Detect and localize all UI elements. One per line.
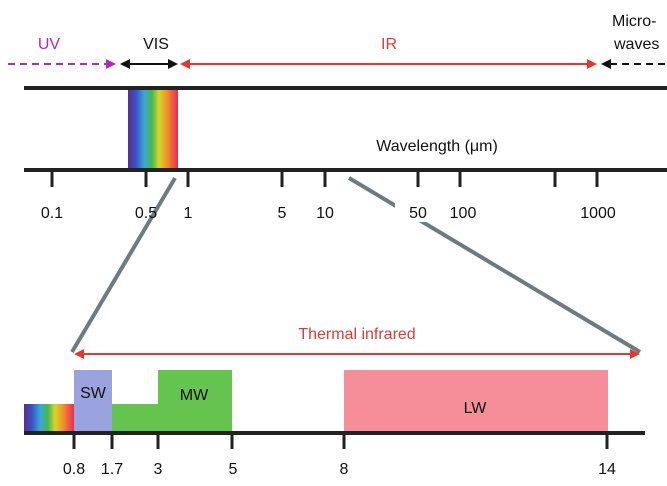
mw-label: MW xyxy=(180,387,209,404)
thermal-infrared-label: Thermal infrared xyxy=(298,326,415,343)
visible-band-small xyxy=(24,404,74,433)
axis-tick-label: 10 xyxy=(316,205,334,222)
sw-label: SW xyxy=(80,385,107,402)
thermal-tick-label: 1.7 xyxy=(101,461,123,478)
sw-band xyxy=(74,370,112,433)
axis-tick-label: 0.5 xyxy=(135,205,157,222)
microwaves-label-line2: waves xyxy=(613,36,659,53)
mw-band xyxy=(158,370,232,433)
vis-label: VIS xyxy=(143,36,169,53)
axis-tick-label: 0.1 xyxy=(41,205,63,222)
thermal-tick-label: 3 xyxy=(154,461,163,478)
axis-tick-label: 5 xyxy=(278,205,287,222)
wavelength-axis-label: Wavelength (μm) xyxy=(376,138,498,155)
axis-tick-label: 100 xyxy=(450,205,477,222)
lw-label: LW xyxy=(464,400,488,417)
thermal-tick-label: 14 xyxy=(598,461,616,478)
mw-band-base xyxy=(112,404,158,433)
microwaves-label-line1: Micro- xyxy=(612,13,656,30)
visible-spectrum-band xyxy=(128,88,178,170)
axis-tick-label: 1 xyxy=(184,205,193,222)
ir-label: IR xyxy=(381,36,397,53)
thermal-tick-label: 0.8 xyxy=(63,461,85,478)
thermal-tick-label: 8 xyxy=(340,461,349,478)
lw-band xyxy=(344,370,608,433)
thermal-tick-label: 5 xyxy=(229,461,238,478)
axis-tick-label: 50 xyxy=(409,205,427,222)
spectrum-axis-ticks xyxy=(50,170,599,187)
zoom-connector-left xyxy=(70,176,177,354)
thermal-axis-ticks xyxy=(72,433,609,449)
uv-label: UV xyxy=(38,36,61,53)
axis-tick-label: 1000 xyxy=(580,205,616,222)
